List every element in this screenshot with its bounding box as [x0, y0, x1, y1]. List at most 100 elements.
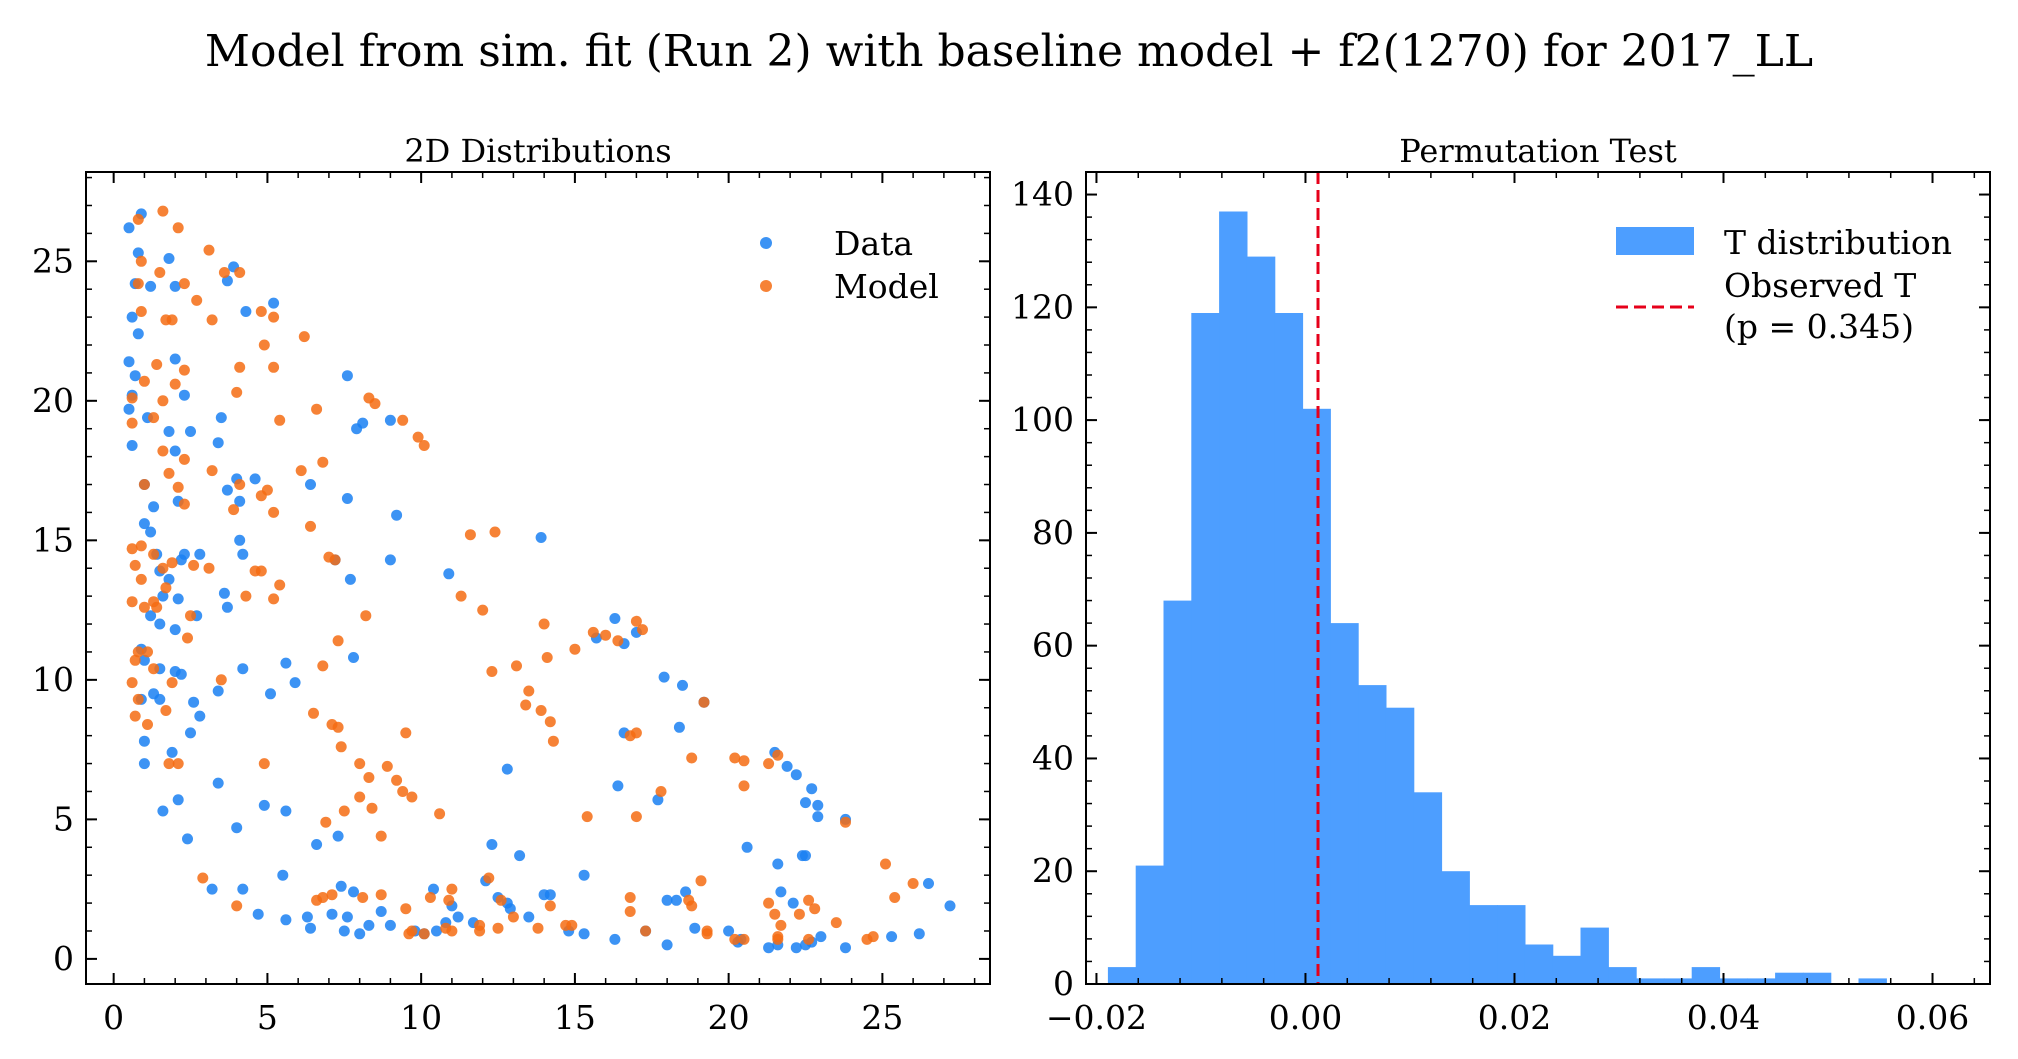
model-point	[178, 453, 190, 465]
histogram-bar	[1580, 927, 1609, 984]
model-point	[126, 677, 138, 689]
data-point	[670, 894, 682, 906]
data-point	[166, 746, 178, 758]
model-point	[138, 479, 150, 490]
model-point	[258, 339, 270, 351]
model-point	[686, 752, 698, 764]
legend-t-distribution-patch	[1616, 227, 1694, 255]
data-point	[609, 933, 621, 945]
x-tick-label: 15	[554, 998, 596, 1037]
histogram-bars	[1107, 211, 1887, 985]
histogram-bar	[1608, 967, 1637, 984]
model-point	[135, 255, 147, 267]
data-point	[391, 509, 403, 521]
data-point	[311, 839, 323, 850]
model-point	[160, 705, 172, 716]
model-point	[172, 481, 184, 493]
model-point	[206, 465, 218, 477]
model-point	[446, 883, 458, 895]
model-point	[400, 727, 412, 739]
model-point	[418, 440, 430, 451]
data-point	[138, 758, 150, 770]
y-tick-label: 60	[1032, 626, 1074, 665]
model-point	[738, 755, 750, 767]
histogram-axis-ticks: −0.02 0.00 0.02 0.04 0.06 0 20 40 60 80 100 120 140	[1011, 171, 1990, 1037]
model-point	[701, 928, 713, 940]
data-point	[249, 473, 261, 485]
y-tick-label: 80	[1032, 513, 1074, 552]
model-point	[544, 900, 556, 912]
legend-data-label: Data	[834, 224, 913, 263]
model-point	[138, 375, 150, 387]
model-point	[840, 816, 851, 828]
model-point	[412, 431, 424, 443]
model-point	[317, 660, 329, 672]
data-point	[123, 356, 135, 368]
data-point	[212, 437, 224, 449]
model-point	[738, 780, 750, 792]
model-point	[166, 677, 178, 689]
model-point	[360, 610, 372, 622]
data-point	[609, 613, 621, 624]
model-point	[151, 359, 163, 370]
legend-observed-label: Observed T	[1724, 266, 1916, 305]
x-tick-label: 0	[103, 998, 124, 1037]
model-point	[495, 894, 507, 906]
model-point	[166, 557, 178, 569]
model-point	[541, 652, 553, 663]
model-point	[157, 445, 169, 457]
data-point	[154, 618, 166, 630]
model-point	[600, 629, 612, 641]
data-point	[535, 532, 547, 543]
model-point	[231, 900, 243, 912]
histogram-bar	[1358, 685, 1387, 984]
data-point	[277, 869, 289, 881]
data-point	[680, 886, 692, 898]
data-point	[280, 657, 292, 669]
data-point	[348, 886, 359, 898]
histogram-bar	[1691, 967, 1721, 984]
data-point	[384, 554, 396, 566]
model-point	[135, 540, 147, 552]
x-tick-label: 0.02	[1478, 998, 1551, 1037]
data-point	[221, 275, 233, 287]
data-point	[188, 696, 200, 708]
model-point	[424, 892, 436, 903]
histogram-bar	[1858, 978, 1887, 984]
data-point	[231, 822, 243, 834]
histogram-bar	[1719, 978, 1748, 984]
y-tick-label: 120	[1011, 287, 1074, 326]
y-tick-label: 40	[1032, 738, 1074, 777]
model-point	[138, 601, 150, 613]
model-point	[172, 758, 184, 770]
data-point	[363, 919, 375, 931]
data-point	[163, 426, 175, 437]
data-point	[157, 590, 169, 602]
data-point	[428, 883, 439, 895]
histogram-bar	[1663, 978, 1693, 984]
model-point	[830, 917, 842, 929]
scatter-axes-frame	[85, 171, 991, 985]
histogram-bar	[1469, 905, 1498, 984]
data-point	[221, 484, 233, 496]
data-point	[178, 389, 190, 401]
data-point	[677, 679, 688, 691]
model-point	[418, 928, 430, 940]
data-point	[280, 805, 292, 817]
data-point	[240, 306, 252, 317]
data-point	[148, 688, 160, 700]
model-point	[178, 498, 190, 510]
histogram-bar	[1163, 600, 1192, 984]
data-point	[578, 928, 590, 940]
model-point	[126, 596, 138, 608]
model-point	[332, 721, 344, 733]
model-point	[188, 559, 200, 571]
legend-model-label: Model	[834, 267, 939, 306]
model-point	[132, 278, 144, 290]
data-point	[840, 942, 851, 954]
data-point	[221, 601, 233, 613]
data-point	[772, 858, 784, 870]
data-point	[658, 671, 670, 683]
model-point	[695, 875, 707, 887]
scatter-title: 2D Distributions	[404, 132, 671, 170]
